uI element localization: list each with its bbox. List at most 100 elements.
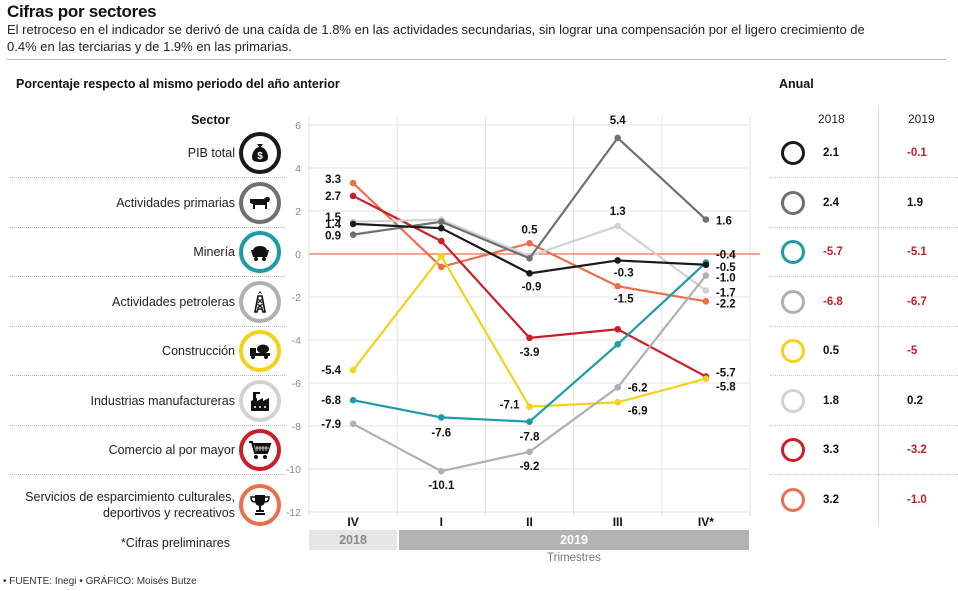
anual-value-2019: -3.2 [907, 444, 927, 456]
cow-icon [239, 181, 281, 224]
data-label: -1.7 [716, 288, 736, 300]
chart-title: Porcentaje respecto al mismo periodo del… [16, 77, 340, 91]
y-tick-label: 0 [295, 249, 301, 261]
anual-value-2018: 1.8 [823, 394, 839, 407]
data-label: -0.5 [716, 262, 736, 274]
data-label: -7.8 [520, 432, 540, 444]
data-label: 3.3 [325, 174, 341, 186]
x-tick-label: I [440, 515, 443, 529]
data-label: -6.8 [321, 395, 341, 407]
sector-label: Comercio al por mayor [108, 443, 235, 457]
anual-row: 3.3 -3.2 [770, 426, 958, 475]
sector-row: Actividades petroleras [10, 278, 285, 327]
data-label: 0.9 [325, 231, 341, 243]
data-label: -7.6 [431, 427, 451, 439]
data-point [438, 252, 445, 260]
cement-truck-icon [239, 330, 281, 372]
x-tick-label: IV [347, 515, 358, 529]
data-point [349, 192, 357, 200]
data-point [614, 384, 621, 391]
data-point [349, 396, 357, 404]
y-tick-label: -6 [292, 378, 301, 390]
money-bag-icon: $ [239, 132, 281, 174]
header-divider [7, 59, 946, 60]
data-label: -0.4 [716, 250, 736, 262]
data-label: -5.4 [321, 365, 341, 377]
data-point [438, 224, 445, 232]
page-title: Cifras por sectores [7, 2, 157, 21]
anual-row: 2.1 -0.1 [770, 129, 958, 178]
data-point [614, 282, 621, 290]
y-tick-label: -8 [292, 421, 301, 433]
anual-header-2018: 2018 [818, 112, 845, 126]
data-point [349, 231, 357, 238]
series-ring-icon [781, 289, 805, 314]
x-tick-label: II [526, 515, 533, 529]
trophy-icon [239, 483, 281, 526]
anual-value-2018: -5.7 [823, 246, 843, 258]
data-point [526, 334, 533, 342]
anual-value-2018: 3.3 [823, 444, 839, 456]
data-point [702, 272, 710, 279]
y-tick-label: -10 [286, 464, 301, 476]
factory-icon [239, 379, 281, 422]
anual-value-2019: -1.0 [907, 494, 927, 506]
series-ring-icon [781, 141, 805, 165]
data-point [349, 366, 357, 374]
data-point [702, 216, 710, 223]
series-ring-icon [781, 240, 805, 264]
anual-value-2018: -6.8 [823, 295, 843, 308]
series-ring-icon [781, 488, 805, 512]
anual-value-2018: 2.1 [823, 147, 839, 159]
data-point [438, 414, 445, 421]
data-point [526, 403, 533, 410]
data-label: -1.5 [614, 293, 634, 305]
data-label: 1.4 [325, 219, 342, 231]
sector-label: Actividades petroleras [112, 294, 235, 309]
data-point [614, 222, 621, 230]
sector-label: PIB total [187, 146, 235, 160]
sector-row: Minería [10, 228, 285, 277]
data-label: -0.9 [522, 281, 542, 293]
data-label: 1.5 [325, 212, 342, 224]
data-point [702, 375, 710, 383]
series-ring-icon [781, 339, 805, 363]
mine-cart-icon [239, 231, 281, 273]
data-point [526, 239, 533, 247]
y-tick-label: 2 [295, 206, 301, 218]
sector-row: Comercio al por mayor [10, 426, 285, 475]
data-point [349, 179, 357, 187]
data-point [438, 467, 445, 475]
data-point [526, 418, 533, 426]
anual-row: 0.5 -5 [770, 327, 958, 376]
data-point [702, 287, 710, 294]
sector-row: Actividades primarias [10, 179, 285, 228]
anual-heading: Anual [779, 77, 814, 91]
data-point [526, 270, 533, 277]
anual-divider [878, 106, 879, 526]
anual-row: 1.8 0.2 [770, 377, 958, 426]
y-tick-label: 6 [295, 120, 301, 132]
shopping-cart-icon [239, 429, 281, 471]
data-label: -1.0 [716, 273, 736, 285]
data-point [702, 298, 710, 305]
data-label: 1.3 [610, 206, 626, 218]
source-credit: • FUENTE: Inegi • GRÁFICO: Moisés Butze [3, 576, 197, 587]
data-label: -0.3 [614, 267, 634, 279]
series-ring-icon [781, 190, 805, 215]
y-tick-label: -12 [286, 507, 301, 519]
sector-heading: Sector [191, 113, 230, 127]
sector-label: Servicios de esparcimiento culturales, d… [25, 489, 235, 520]
data-label: -9.2 [520, 461, 540, 473]
data-label: 1.6 [716, 216, 732, 228]
sector-label: Construcción [162, 344, 235, 358]
anual-value-2019: -5.1 [907, 246, 927, 258]
data-label: -5.7 [716, 368, 736, 380]
anual-value-2018: 3.2 [823, 494, 839, 506]
data-point [526, 448, 533, 456]
sector-label: Minería [193, 245, 235, 259]
data-label: -5.8 [716, 382, 736, 394]
data-label: -6.9 [628, 405, 648, 417]
y-tick-label: -4 [292, 335, 301, 347]
